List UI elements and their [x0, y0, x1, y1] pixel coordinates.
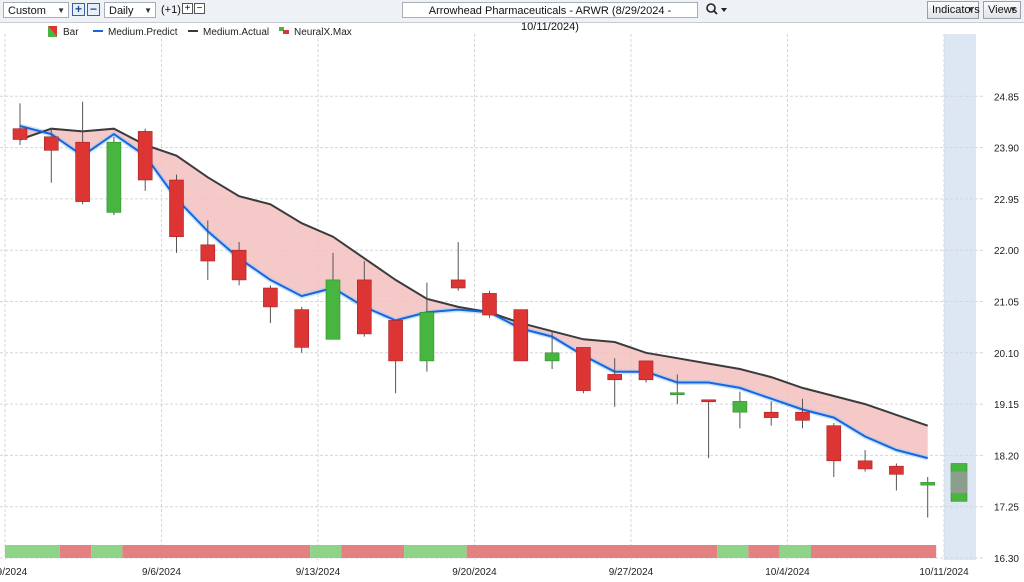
candle-body [419, 311, 435, 362]
neuralx-max-range [951, 471, 967, 494]
candle-body [795, 411, 810, 421]
candle-body [607, 374, 623, 381]
offset-plus-icon[interactable]: + [182, 3, 193, 14]
medium-predict-glow [19, 123, 929, 461]
candle-body [200, 244, 216, 262]
signal-band [91, 545, 123, 558]
symbol-title-box[interactable]: Arrowhead Pharmaceuticals - ARWR (8/29/2… [402, 2, 698, 33]
candle-body [75, 141, 90, 202]
neural-icon [279, 27, 284, 31]
candle-body [482, 293, 497, 316]
chevron-down-icon: ▼ [967, 5, 975, 14]
y-tick-label: 16.30 [994, 554, 1019, 565]
y-tick-label: 18.20 [994, 451, 1019, 462]
x-tick-label: 8/29/2024 [0, 567, 28, 578]
signal-band [810, 545, 937, 558]
range-select[interactable]: Custom ▼ [3, 2, 69, 18]
x-tick-label: 10/11/2024 [919, 567, 969, 578]
legend-label: Bar [63, 27, 79, 38]
candle-body [450, 279, 466, 289]
y-tick-label: 22.00 [994, 246, 1019, 257]
legend-label: NeuralX.Max [294, 27, 352, 38]
signal-band [59, 545, 92, 558]
signal-band [5, 545, 60, 558]
candle-body [857, 460, 873, 470]
y-tick-label: 17.25 [994, 503, 1019, 514]
y-tick-label: 24.85 [994, 92, 1019, 103]
views-button[interactable]: Views ▼ [983, 1, 1021, 19]
candle-body [388, 320, 403, 362]
legend-item[interactable]: Bar [48, 26, 79, 38]
candle-body [513, 309, 529, 362]
symbol-title: Arrowhead Pharmaceuticals - ARWR (8/29/2… [428, 5, 672, 33]
candle-body [356, 279, 372, 335]
legend-item[interactable]: NeuralX.Max [279, 27, 352, 38]
range-select-value: Custom [8, 5, 46, 17]
candle-body [889, 465, 904, 475]
candle-body [920, 482, 936, 486]
candle-body [701, 399, 716, 403]
x-tick-label: 9/6/2024 [142, 567, 181, 578]
signal-band [122, 545, 311, 558]
plus-icon[interactable]: + [72, 3, 85, 16]
signal-band [310, 545, 342, 558]
candle-body [106, 141, 122, 213]
candle-body [169, 179, 184, 238]
candle-body [544, 352, 560, 362]
indicators-label: Indicators [932, 4, 980, 16]
toolbar: Custom ▼ + − Daily ▼ (+1) + − Arrowhead … [0, 0, 1024, 33]
minus-icon[interactable]: − [87, 3, 100, 16]
neural-icon-part [283, 30, 289, 34]
signal-band [748, 545, 780, 558]
y-tick-label: 22.95 [994, 195, 1019, 206]
x-tick-label: 9/20/2024 [452, 567, 497, 578]
candle-body [294, 309, 310, 348]
indicators-button[interactable]: Indicators ▼ [927, 1, 980, 19]
y-tick-label: 20.10 [994, 349, 1019, 360]
candle-body [763, 411, 779, 418]
candle-body [231, 249, 247, 281]
candle-body [732, 401, 748, 413]
x-tick-label: 9/13/2024 [296, 567, 341, 578]
offset-minus-icon[interactable]: − [194, 3, 205, 14]
signal-band [404, 545, 467, 558]
views-label: Views [988, 4, 1018, 16]
y-tick-label: 23.90 [994, 144, 1019, 155]
period-select[interactable]: Daily ▼ [104, 2, 156, 18]
magnifier-icon [706, 3, 727, 15]
candle-body [669, 392, 685, 396]
price-chart[interactable]: 24.85 23.90 22.95 22.00 21.05 20.10 19.15 18.20… [0, 22, 1024, 582]
signal-band [341, 545, 405, 558]
spread-fill [20, 126, 928, 459]
candle-body [576, 347, 591, 391]
legend-item[interactable]: Medium.Predict [93, 27, 178, 38]
candle-body [826, 425, 842, 462]
chevron-down-icon: ▼ [57, 6, 65, 15]
search-button[interactable] [705, 2, 731, 18]
y-tick-label: 21.05 [994, 298, 1019, 309]
candle-body [12, 128, 28, 140]
period-select-value: Daily [109, 5, 134, 17]
offset-label: (+1) [161, 4, 181, 16]
legend-item[interactable]: Medium.Actual [188, 27, 269, 38]
medium-actual-line [19, 127, 929, 427]
candle-body [137, 131, 153, 181]
bar-icon-part [48, 26, 57, 37]
candle-body [263, 287, 278, 308]
legend-label: Medium.Predict [108, 27, 178, 38]
signal-band [466, 545, 718, 558]
chevron-down-icon: ▼ [144, 6, 152, 15]
y-tick-label: 19.15 [994, 400, 1019, 411]
signal-band [779, 545, 811, 558]
signal-band [717, 545, 749, 558]
x-tick-label: 10/4/2024 [765, 567, 810, 578]
candle-body [638, 360, 654, 381]
candle-body [325, 279, 341, 340]
x-tick-label: 9/27/2024 [609, 567, 654, 578]
legend-label: Medium.Actual [203, 27, 269, 38]
candle-body [43, 136, 59, 151]
chevron-down-icon: ▼ [1009, 5, 1017, 14]
